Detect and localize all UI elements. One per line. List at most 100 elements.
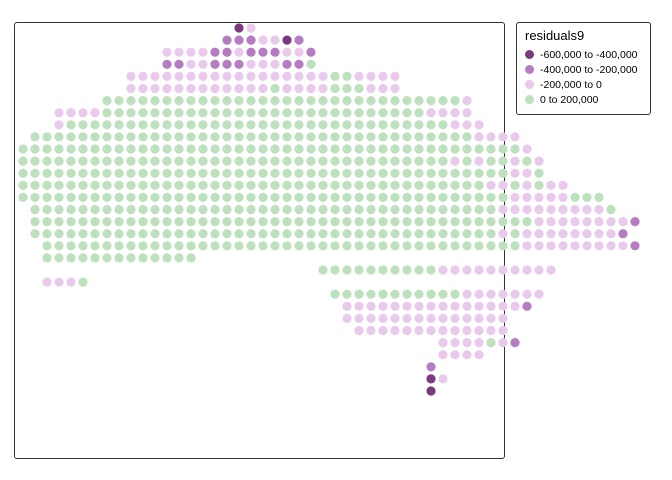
grid-dot-pos-0-200k bbox=[66, 144, 76, 154]
grid-dot-pos-0-200k bbox=[186, 132, 196, 142]
grid-dot-pos-0-200k bbox=[174, 144, 184, 154]
grid-dot-neg-200k-0 bbox=[354, 71, 364, 81]
grid-dot-pos-0-200k bbox=[234, 217, 244, 227]
grid-dot-pos-0-200k bbox=[102, 241, 112, 251]
grid-dot-neg-200k-0 bbox=[210, 71, 220, 81]
grid-dot-pos-0-200k bbox=[174, 241, 184, 251]
grid-dot-pos-0-200k bbox=[342, 120, 352, 130]
grid-dot-pos-0-200k bbox=[198, 204, 208, 215]
legend-item-600k-400k: -600,000 to -400,000 bbox=[523, 47, 644, 62]
grid-dot-neg-200k-0 bbox=[414, 313, 424, 323]
grid-dot-pos-0-200k bbox=[462, 180, 472, 190]
grid-dot-neg-200k-0 bbox=[594, 241, 604, 251]
grid-dot-neg-400k-200k bbox=[246, 47, 256, 57]
grid-dot-neg-200k-0 bbox=[246, 83, 256, 94]
grid-dot-pos-0-200k bbox=[198, 229, 208, 239]
grid-dot-pos-0-200k bbox=[330, 180, 340, 190]
grid-dot-pos-0-200k bbox=[462, 144, 472, 154]
grid-dot-pos-0-200k bbox=[510, 144, 520, 154]
grid-dot-pos-0-200k bbox=[462, 132, 472, 142]
grid-dot-neg-200k-0 bbox=[438, 265, 448, 275]
grid-dot-neg-200k-0 bbox=[282, 83, 292, 94]
grid-dot-pos-0-200k bbox=[354, 120, 364, 130]
grid-dot-pos-0-200k bbox=[306, 241, 316, 251]
grid-dot-pos-0-200k bbox=[162, 144, 172, 154]
grid-dot-pos-0-200k bbox=[354, 96, 364, 106]
grid-dot-pos-0-200k bbox=[570, 192, 580, 202]
grid-dot-pos-0-200k bbox=[186, 204, 196, 215]
grid-dot-neg-200k-0 bbox=[486, 180, 496, 190]
grid-dot-pos-0-200k bbox=[210, 217, 220, 227]
grid-dot-pos-0-200k bbox=[282, 204, 292, 215]
grid-dot-pos-0-200k bbox=[426, 204, 436, 215]
grid-dot-pos-0-200k bbox=[30, 180, 40, 190]
grid-dot-pos-0-200k bbox=[150, 229, 160, 239]
grid-dot-pos-0-200k bbox=[210, 180, 220, 190]
grid-dot-pos-0-200k bbox=[414, 132, 424, 142]
grid-dot-neg-200k-0 bbox=[438, 338, 448, 348]
grid-dot-pos-0-200k bbox=[138, 132, 148, 142]
grid-dot-neg-200k-0 bbox=[582, 217, 592, 227]
grid-dot-pos-0-200k bbox=[186, 253, 196, 263]
grid-dot-pos-0-200k bbox=[294, 180, 304, 190]
grid-dot-pos-0-200k bbox=[42, 217, 52, 227]
grid-dot-pos-0-200k bbox=[330, 120, 340, 130]
grid-dot-neg-200k-0 bbox=[510, 156, 520, 166]
grid-dot-pos-0-200k bbox=[138, 108, 148, 118]
grid-dot-pos-0-200k bbox=[378, 241, 388, 251]
grid-dot-neg-200k-0 bbox=[186, 83, 196, 94]
grid-dot-pos-0-200k bbox=[162, 192, 172, 202]
grid-dot-pos-0-200k bbox=[126, 204, 136, 215]
grid-dot-pos-0-200k bbox=[42, 132, 52, 142]
grid-dot-pos-0-200k bbox=[138, 192, 148, 202]
grid-dot-neg-200k-0 bbox=[426, 108, 436, 118]
grid-dot-neg-200k-0 bbox=[462, 120, 472, 130]
grid-dot-pos-0-200k bbox=[414, 265, 424, 275]
grid-dot-neg-200k-0 bbox=[342, 301, 352, 311]
grid-dot-neg-200k-0 bbox=[342, 313, 352, 323]
grid-dot-pos-0-200k bbox=[186, 180, 196, 190]
grid-dot-pos-0-200k bbox=[126, 132, 136, 142]
grid-dot-pos-0-200k bbox=[474, 168, 484, 178]
grid-dot-pos-0-200k bbox=[210, 132, 220, 142]
grid-dot-neg-400k-200k bbox=[246, 35, 256, 45]
grid-dot-neg-200k-0 bbox=[546, 265, 556, 275]
grid-dot-pos-0-200k bbox=[234, 192, 244, 202]
grid-dot-pos-0-200k bbox=[414, 180, 424, 190]
grid-dot-pos-0-200k bbox=[438, 229, 448, 239]
grid-dot-neg-200k-0 bbox=[126, 83, 136, 94]
grid-dot-pos-0-200k bbox=[258, 229, 268, 239]
grid-dot-neg-200k-0 bbox=[198, 59, 208, 69]
grid-dot-pos-0-200k bbox=[342, 289, 352, 299]
grid-dot-neg-200k-0 bbox=[534, 229, 544, 239]
grid-dot-pos-0-200k bbox=[42, 168, 52, 178]
grid-dot-pos-0-200k bbox=[354, 241, 364, 251]
grid-dot-neg-200k-0 bbox=[402, 325, 412, 336]
grid-dot-pos-0-200k bbox=[366, 289, 376, 299]
grid-dot-pos-0-200k bbox=[402, 265, 412, 275]
grid-dot-pos-0-200k bbox=[318, 265, 328, 275]
legend-swatch-0-200k bbox=[525, 95, 534, 104]
grid-dot-pos-0-200k bbox=[210, 156, 220, 166]
grid-dot-pos-0-200k bbox=[54, 217, 64, 227]
grid-dot-pos-0-200k bbox=[366, 217, 376, 227]
grid-dot-pos-0-200k bbox=[426, 265, 436, 275]
grid-dot-pos-0-200k bbox=[198, 168, 208, 178]
grid-dot-pos-0-200k bbox=[306, 180, 316, 190]
grid-dot-pos-0-200k bbox=[462, 156, 472, 166]
grid-dot-pos-0-200k bbox=[438, 289, 448, 299]
grid-dot-pos-0-200k bbox=[426, 289, 436, 299]
grid-dot-neg-200k-0 bbox=[294, 83, 304, 94]
grid-dot-neg-200k-0 bbox=[462, 325, 472, 336]
grid-dot-pos-0-200k bbox=[174, 120, 184, 130]
grid-dot-pos-0-200k bbox=[258, 168, 268, 178]
grid-dot-neg-200k-0 bbox=[522, 180, 532, 190]
grid-dot-pos-0-200k bbox=[342, 265, 352, 275]
legend: residuals9 -600,000 to -400,000 -400,000… bbox=[516, 22, 651, 115]
grid-dot-pos-0-200k bbox=[270, 229, 280, 239]
grid-dot-pos-0-200k bbox=[18, 168, 28, 178]
grid-dot-pos-0-200k bbox=[162, 241, 172, 251]
grid-dot-pos-0-200k bbox=[246, 156, 256, 166]
grid-dot-pos-0-200k bbox=[426, 96, 436, 106]
grid-dot-pos-0-200k bbox=[390, 180, 400, 190]
